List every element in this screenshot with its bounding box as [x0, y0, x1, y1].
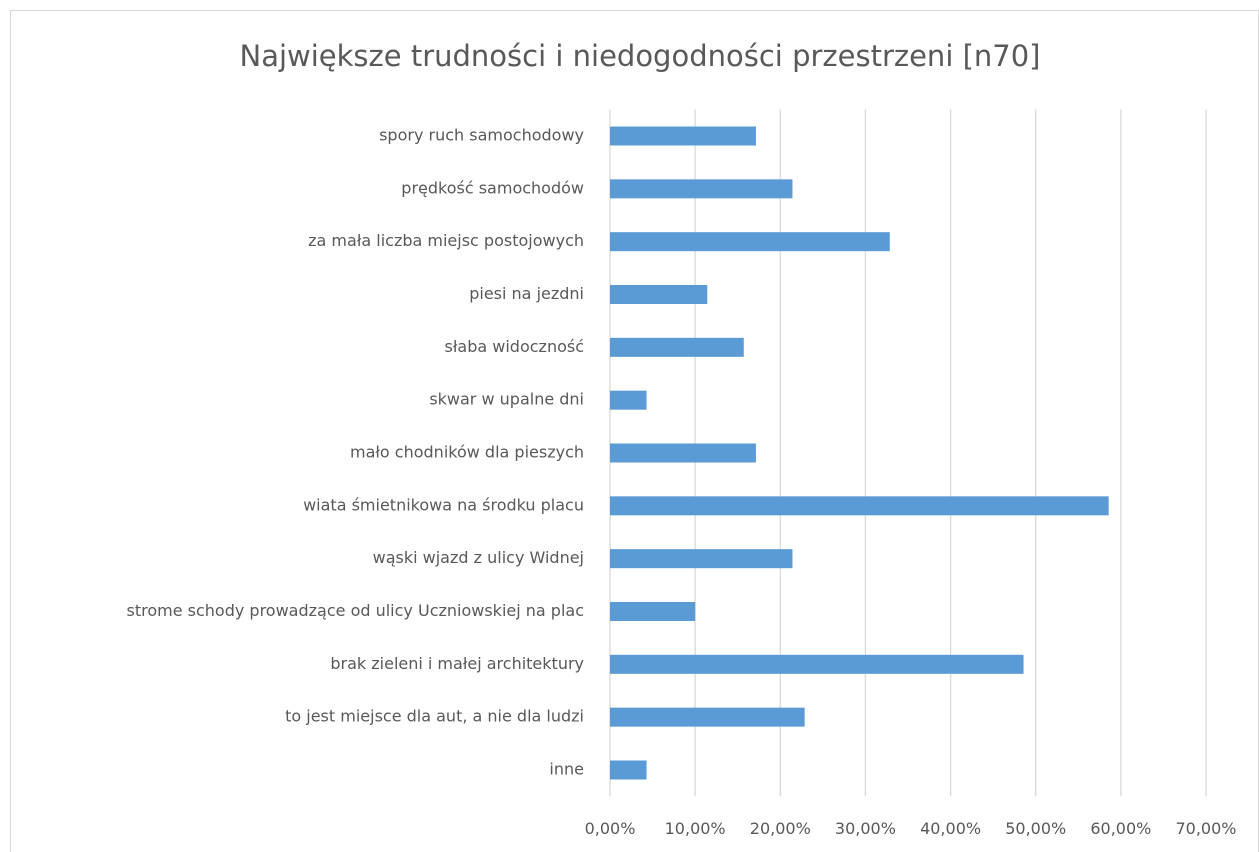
bar [610, 390, 647, 410]
bar [610, 443, 756, 463]
bar [610, 126, 756, 146]
y-tick-label: brak zieleni i małej architektury [330, 654, 584, 673]
bar [610, 707, 805, 727]
bar [610, 549, 793, 569]
y-tick-label: prędkość samochodów [401, 178, 584, 197]
bar [610, 496, 1109, 516]
y-tick-label: piesi na jezdni [469, 284, 584, 303]
y-tick-label: to jest miejsce dla aut, a nie dla ludzi [285, 707, 584, 726]
y-tick-label: wąski wjazd z ulicy Widnej [373, 548, 584, 567]
y-tick-label: mało chodników dla pieszych [350, 443, 584, 462]
bar [610, 654, 1024, 674]
x-tick-label: 0,00% [585, 819, 636, 838]
x-tick-label: 10,00% [665, 819, 726, 838]
x-tick-label: 70,00% [1175, 819, 1236, 838]
bar [610, 337, 744, 357]
y-tick-label: strome schody prowadzące od ulicy Ucznio… [127, 601, 585, 620]
x-tick-label: 20,00% [750, 819, 811, 838]
bar [610, 760, 647, 780]
y-tick-label: wiata śmietnikowa na środku placu [303, 495, 584, 514]
x-tick-label: 60,00% [1090, 819, 1151, 838]
y-tick-label: spory ruch samochodowy [379, 126, 584, 145]
y-tick-label: za mała liczba miejsc postojowych [308, 231, 584, 250]
x-tick-label: 40,00% [920, 819, 981, 838]
chart-title: Największe trudności i niedogodności prz… [240, 39, 1041, 73]
y-tick-label: skwar w upalne dni [429, 390, 584, 409]
bar [610, 232, 890, 252]
x-tick-label: 50,00% [1005, 819, 1066, 838]
y-tick-label: słaba widoczność [445, 337, 584, 356]
x-tick-label: 30,00% [835, 819, 896, 838]
y-tick-label: inne [549, 759, 584, 778]
bar [610, 285, 708, 305]
bar [610, 179, 793, 199]
bar [610, 601, 696, 621]
